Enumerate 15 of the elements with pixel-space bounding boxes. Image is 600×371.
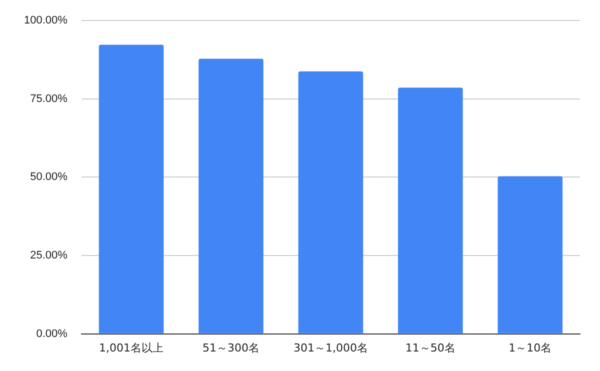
bar: [498, 176, 563, 334]
y-tick-label: 50.00%: [30, 171, 68, 184]
x-tick-label: 1,001名以上: [99, 341, 164, 354]
bar: [98, 44, 164, 334]
y-tick-label: 75.00%: [30, 92, 68, 105]
bar: [398, 88, 463, 334]
x-tick-label: 1～10名: [508, 341, 552, 354]
x-tick-label: 51～300名: [202, 341, 260, 354]
y-tick-label: 0.00%: [36, 328, 68, 340]
x-tick-label: 11～50名: [405, 341, 456, 354]
y-tick-label: 100.00%: [24, 14, 68, 27]
x-tick-label: 301～1,000名: [293, 341, 368, 354]
bar: [198, 58, 264, 334]
y-tick-label: 25.00%: [30, 250, 68, 262]
bar: [298, 71, 364, 334]
